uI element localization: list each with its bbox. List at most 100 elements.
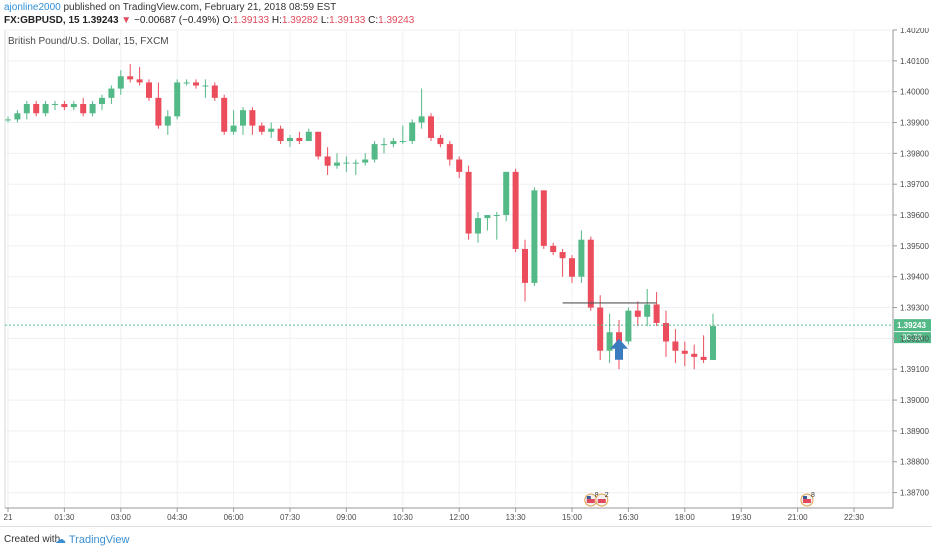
event-flag-stripe <box>597 499 606 503</box>
candle-body <box>202 85 209 87</box>
x-tick-label: 21 <box>4 513 13 522</box>
y-tick-label: 1.39900 <box>900 119 929 128</box>
candle-body <box>381 144 387 146</box>
candle-body <box>155 97 162 126</box>
candle-body <box>672 341 679 351</box>
x-tick-label: 09:00 <box>336 513 357 522</box>
candle-body <box>606 332 613 351</box>
candle-body <box>597 307 604 351</box>
low-label: L: <box>320 15 330 26</box>
created-with-label: Created with <box>4 534 61 545</box>
x-tick-label: 10:30 <box>393 513 414 522</box>
x-tick-label: 03:00 <box>111 513 132 522</box>
candle-body <box>437 137 444 145</box>
candle-body <box>296 137 303 142</box>
candle-body <box>70 104 77 108</box>
candle-body <box>531 190 538 283</box>
low-value: 1.39133 <box>329 15 366 26</box>
y-axis: 1.40200 1.40100 1.40000 1.39900 1.39800 1.397… <box>892 26 929 508</box>
countdown-label: 00:28 <box>902 333 923 342</box>
candle-body <box>315 131 322 157</box>
candle-body <box>503 171 510 216</box>
close-label: C: <box>368 15 379 26</box>
last-price: 1.39243 <box>82 15 119 26</box>
y-tick-label: 1.39400 <box>900 273 929 282</box>
candle-body <box>164 116 171 126</box>
candle-body <box>550 245 557 253</box>
candle-body <box>89 104 96 114</box>
chart-area[interactable]: 1.39243 00:28 8 2 8 1.40200 1.40100 1.40000 1.3… <box>0 26 932 526</box>
x-tick-label: 16:30 <box>618 513 639 522</box>
candle-body <box>371 144 378 160</box>
y-tick-label: 1.40100 <box>900 57 929 66</box>
candle-body <box>324 156 331 166</box>
y-tick-label: 1.39100 <box>900 365 929 374</box>
candle-body <box>108 88 115 98</box>
y-tick-label: 1.38900 <box>900 427 929 436</box>
candle-body <box>578 239 585 277</box>
candle-body <box>663 322 669 342</box>
y-tick-label: 1.38700 <box>900 489 929 498</box>
x-tick-label: 19:30 <box>731 513 752 522</box>
candle-body <box>240 110 246 126</box>
high-value: 1.39282 <box>281 15 319 26</box>
candle-body <box>399 141 406 143</box>
candle-body <box>277 128 284 142</box>
x-tick-label: 06:00 <box>224 513 245 522</box>
event-count: 8 <box>595 492 599 499</box>
x-tick-label: 07:30 <box>280 513 301 522</box>
down-triangle-icon: ▼ <box>121 15 132 26</box>
y-tick-label: 1.39800 <box>900 149 929 158</box>
candle-body <box>625 310 632 342</box>
candle-body <box>211 85 218 98</box>
candle-body <box>99 97 105 105</box>
x-tick-label: 18:00 <box>675 513 696 522</box>
candle-body <box>540 190 547 246</box>
event-flag-stripe <box>586 499 595 503</box>
candle-body <box>352 162 359 164</box>
symbol-line: FX:GBPUSD, 15 1.39243 ▼ −0.00687 (−0.49%… <box>4 15 414 26</box>
candle-body <box>221 97 228 132</box>
y-tick-label: 1.40200 <box>900 28 929 35</box>
candle-body <box>587 239 594 308</box>
y-tick-label: 1.39500 <box>900 242 929 251</box>
candle-body <box>230 125 237 132</box>
candle-body <box>146 82 152 98</box>
publish-line: ajonline2000 published on TradingView.co… <box>4 2 336 13</box>
candle-body <box>409 122 416 142</box>
candle-body <box>127 76 134 80</box>
open-label: O: <box>222 15 233 26</box>
event-flag-canton <box>803 496 807 499</box>
footer: Created with ☁ TradingView <box>0 526 932 551</box>
candle-body <box>418 116 425 123</box>
y-tick-label: 1.39300 <box>900 304 929 313</box>
x-tick-label: 12:00 <box>449 513 470 522</box>
x-tick-label: 04:30 <box>167 513 188 522</box>
x-tick-label: 21:00 <box>788 513 809 522</box>
candle-body <box>14 113 21 120</box>
y-tick-label: 1.39700 <box>900 180 929 189</box>
candle-body <box>183 82 190 84</box>
tradingview-logo-icon[interactable]: ☁ TradingView <box>55 534 130 546</box>
candle-body <box>174 82 181 117</box>
symbol-label: FX:GBPUSD, 15 <box>4 15 80 26</box>
candle-body <box>691 353 698 357</box>
candle-body <box>484 215 491 219</box>
candle-body <box>475 218 481 234</box>
y-tick-label: 1.39600 <box>900 211 929 220</box>
candle-body <box>512 171 519 249</box>
candle-body <box>700 356 707 360</box>
x-axis: 21 01:30 03:00 04:30 06:00 07:30 09:00 10:30 12:… <box>4 507 893 522</box>
candle-body <box>559 252 566 259</box>
current-price-badge <box>894 319 931 332</box>
candle-body <box>616 332 622 342</box>
candle-body <box>644 304 651 317</box>
author-link[interactable]: ajonline2000 <box>4 2 61 13</box>
y-tick-label: 1.38800 <box>900 458 929 467</box>
countdown-badge <box>894 332 931 344</box>
candle-body <box>52 104 58 106</box>
candle-body <box>428 116 434 138</box>
y-tick-label: 1.39200 <box>900 334 929 343</box>
